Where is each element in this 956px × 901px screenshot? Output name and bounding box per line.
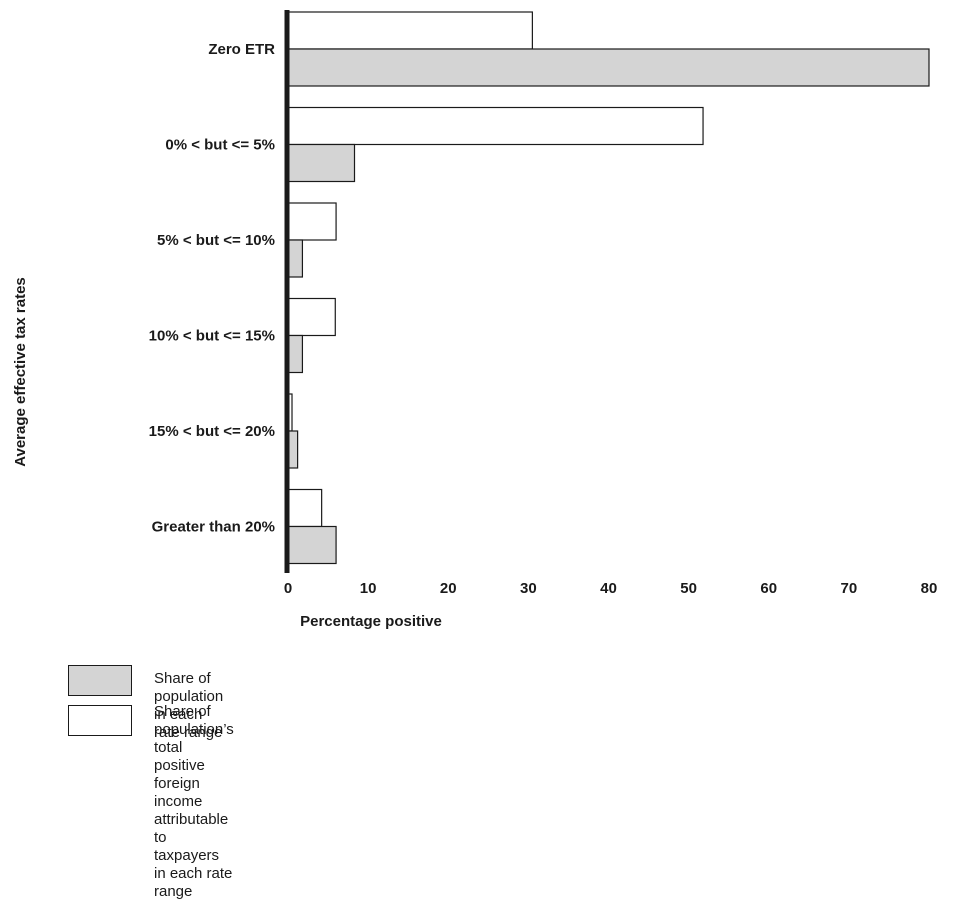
x-tick-label: 80 <box>921 580 938 597</box>
legend-label: Share of population’s total positive for… <box>154 703 234 900</box>
bar-population-share <box>287 239 304 278</box>
x-tick-label: 70 <box>841 580 858 597</box>
bar-population-share <box>287 334 304 374</box>
bar-income-share <box>287 106 704 146</box>
bar-population-share <box>287 48 930 87</box>
x-tick-label: 60 <box>760 580 777 597</box>
bar-income-share <box>287 297 336 337</box>
y-axis-title: Average effective tax rates <box>12 277 29 467</box>
bar-population-share <box>287 143 356 183</box>
legend-swatch-gray <box>68 665 132 696</box>
x-tick-labels: 0 10 20 30 40 50 60 70 80 <box>284 580 938 597</box>
bar-income-share <box>287 202 337 241</box>
x-tick-label: 50 <box>680 580 697 597</box>
legend-label: Share of population in each rate range <box>154 670 224 741</box>
bar-income-share <box>287 11 533 50</box>
category-label: Zero ETR <box>208 41 275 58</box>
x-tick-label: 10 <box>360 580 377 597</box>
bars-group <box>287 11 930 565</box>
category-labels: Zero ETR 0% < but <= 5% 5% < but <= 10% 10%… <box>149 41 275 536</box>
category-label: 15% < but <= 20% <box>149 423 275 440</box>
bar-chart: Zero ETR 0% < but <= 5% 5% < but <= 10% 10%… <box>12 10 938 630</box>
category-label: 0% < but <= 5% <box>165 137 275 154</box>
category-label: 10% < but <= 15% <box>149 328 275 345</box>
category-label: Greater than 20% <box>152 519 275 536</box>
category-label: 5% < but <= 10% <box>157 232 275 249</box>
x-tick-label: 30 <box>520 580 537 597</box>
x-tick-label: 0 <box>284 580 292 597</box>
x-axis-title: Percentage positive <box>300 613 442 630</box>
x-tick-label: 20 <box>440 580 457 597</box>
legend-swatch-white <box>68 705 132 736</box>
x-tick-label: 40 <box>600 580 617 597</box>
bar-income-share <box>287 488 323 528</box>
bar-population-share <box>287 525 337 565</box>
